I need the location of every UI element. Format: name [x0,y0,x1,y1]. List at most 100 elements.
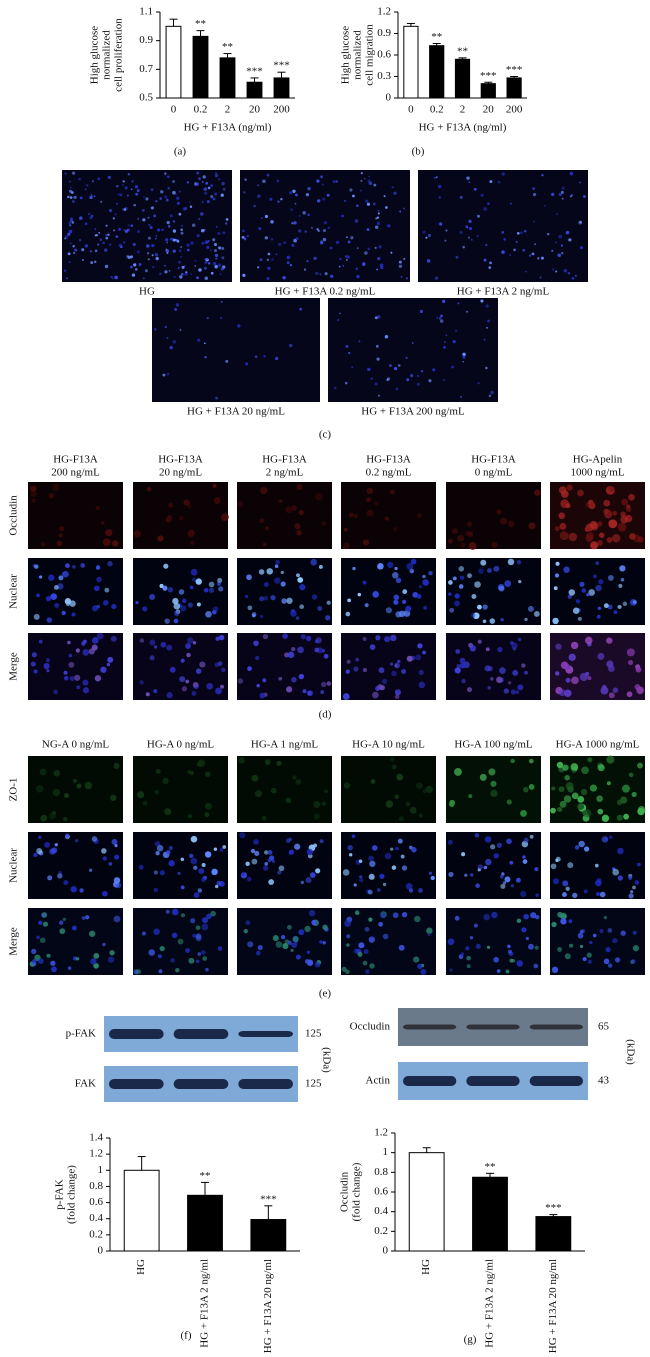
cell [91,180,95,183]
cell [293,221,297,225]
cell [372,202,376,206]
cell [581,588,587,593]
cell [470,238,473,241]
cell [464,873,468,877]
cell [263,355,266,358]
cell [551,249,554,252]
cell [447,839,453,845]
cell [459,657,466,664]
cell [352,566,356,571]
cell [295,237,299,241]
caption: (a) [174,146,187,158]
cell [535,893,539,897]
cell [280,581,286,587]
cell [127,173,131,176]
cell [390,251,393,254]
cell [567,272,571,275]
cell [121,184,124,187]
cell [41,913,46,918]
cell [629,533,636,540]
cell [364,177,366,180]
cell [507,681,512,685]
cell [115,235,119,239]
cell [192,640,197,645]
cell [192,577,197,582]
column-header: HG-A 1000 ng/mL [556,739,640,751]
cell [590,541,599,550]
cell [467,573,472,579]
cell [335,180,338,183]
cell [69,675,75,682]
cell [170,958,175,963]
cell [157,954,162,959]
cell [522,855,526,859]
bar [273,77,290,99]
cell [422,579,429,586]
cell [135,268,138,271]
cell [53,689,58,695]
cell [449,607,455,613]
cell [213,262,217,266]
y-tick-label: 0.9 [139,34,153,46]
cell [376,221,381,226]
cell [534,867,539,872]
cell [190,273,192,276]
cell [98,231,101,234]
caption: (g) [464,1334,477,1346]
cell [177,267,180,270]
cell [178,212,182,216]
cell [213,243,218,247]
cell [519,231,523,235]
cell [127,255,131,259]
cell [46,617,53,623]
cell [193,892,200,898]
cell [349,188,353,192]
cell [105,236,109,240]
micrograph [133,482,228,549]
cell [555,671,560,676]
cell [612,868,619,876]
cell [245,920,251,926]
cell [486,326,488,329]
cell [343,199,347,203]
cell [416,375,419,377]
cell [132,242,136,247]
caption: (c) [319,429,332,441]
cell [42,921,49,927]
cell [419,309,424,314]
cell [406,563,414,570]
cell [214,265,218,269]
cell [560,918,567,925]
cell [159,583,164,588]
cell [241,872,245,877]
cell [131,273,136,277]
cell [108,243,112,246]
cell [599,929,604,934]
cell [94,228,97,231]
cell [541,174,544,177]
bar [403,25,419,99]
cell [68,661,75,668]
cell [515,240,518,243]
cell [496,842,502,848]
cell [195,578,202,585]
cell [383,195,386,198]
cell [246,574,252,581]
cell [33,669,38,674]
cell [366,497,372,503]
cell [215,257,218,260]
cell [315,868,321,874]
cell [173,618,179,624]
cell [405,801,411,807]
cell [496,969,501,973]
cell [107,233,110,236]
cell [533,220,535,223]
cell [286,261,290,265]
cell [34,564,39,569]
cell [562,764,569,771]
cell [164,264,167,267]
cell [271,258,274,261]
cell [510,884,514,888]
y-tick-label: 0.6 [89,1196,103,1208]
x-axis-label: HG + F13A (ng/ml) [419,122,507,134]
